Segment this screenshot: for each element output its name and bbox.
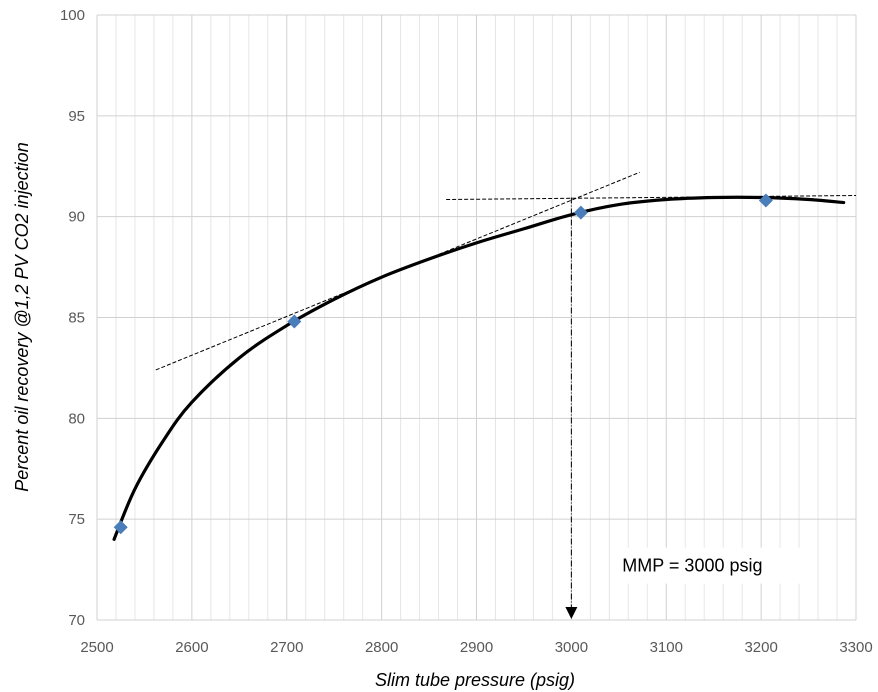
x-tick-label: 2900 bbox=[460, 639, 493, 656]
tangent-line bbox=[446, 194, 857, 201]
y-tick-label: 70 bbox=[68, 612, 85, 629]
x-tick-label: 2500 bbox=[80, 639, 113, 656]
annotation-box: MMP = 3000 psig bbox=[610, 547, 807, 584]
x-axis-title: Slim tube pressure (psig) bbox=[375, 670, 575, 690]
data-point bbox=[287, 314, 302, 329]
mmp-arrow bbox=[565, 607, 578, 619]
data-point bbox=[113, 520, 128, 535]
plot-lines bbox=[112, 171, 857, 619]
x-tick-label: 3100 bbox=[650, 639, 683, 656]
data-point bbox=[573, 205, 588, 220]
x-tick-label: 2600 bbox=[175, 639, 208, 656]
y-tick-label: 80 bbox=[68, 410, 85, 427]
data-point bbox=[758, 193, 773, 208]
x-tick-label: 2700 bbox=[270, 639, 303, 656]
y-tick-label: 85 bbox=[68, 310, 85, 327]
mmp-annotation: MMP = 3000 psig bbox=[622, 556, 762, 576]
y-tick-label: 75 bbox=[68, 511, 85, 528]
gridlines bbox=[96, 14, 857, 621]
x-tick-label: 2800 bbox=[365, 639, 398, 656]
y-tick-label: 90 bbox=[68, 209, 85, 226]
tick-labels: 2500 2600 2700 2800 2900 3000 3100 3200 3300 70 75… bbox=[60, 7, 873, 656]
y-axis-title: Percent oil recovery @1,2 PV CO2 injecti… bbox=[12, 142, 32, 491]
x-tick-label: 3000 bbox=[555, 639, 588, 656]
y-tick-label: 95 bbox=[68, 108, 85, 125]
x-tick-label: 3300 bbox=[839, 639, 872, 656]
y-tick-label: 100 bbox=[60, 7, 85, 24]
data-markers bbox=[113, 193, 773, 535]
fit-curve bbox=[112, 195, 846, 541]
annotation-background bbox=[610, 547, 807, 584]
x-tick-label: 3200 bbox=[744, 639, 777, 656]
